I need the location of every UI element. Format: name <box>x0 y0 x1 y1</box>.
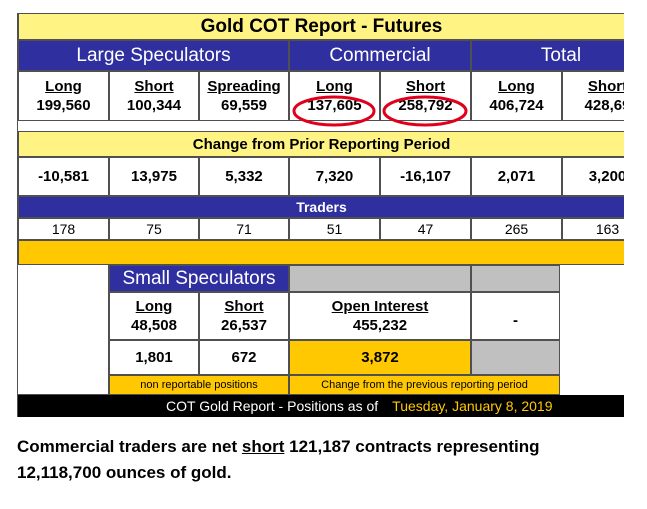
non-reportable-note: non reportable positions <box>109 375 289 395</box>
lower-left-blank <box>18 265 109 395</box>
footer-bar: COT Gold Report - Positions as of Tuesda… <box>18 395 624 417</box>
footer-date: Tuesday, January 8, 2019 <box>392 398 553 414</box>
open-interest-dash: - <box>471 292 560 340</box>
change-cell: 13,975 <box>109 157 199 196</box>
change-cell: -10,581 <box>18 157 109 196</box>
caption: Commercial traders are net short 121,187… <box>17 434 617 486</box>
highlight-circle-commercial-long <box>292 95 376 127</box>
small-speculators-title: Small Speculators <box>109 265 289 292</box>
group-commercial: Commercial <box>289 40 471 71</box>
small-short-change: 672 <box>199 340 289 375</box>
small-long-label: Long <box>135 298 173 315</box>
col-total-short: Short 428,69 <box>562 71 624 121</box>
cot-report-table: Gold COT Report - Futures Large Speculat… <box>17 13 624 417</box>
group-large-speculators: Large Speculators <box>18 40 289 71</box>
traders-cell: 265 <box>471 218 562 240</box>
traders-cell: 71 <box>199 218 289 240</box>
small-long-change: 1,801 <box>109 340 199 375</box>
traders-cell: 178 <box>18 218 109 240</box>
small-speculators-long: Long 48,508 <box>109 292 199 340</box>
change-cell: 3,200 <box>562 157 624 196</box>
caption-after: 121,187 contracts representing 12,118,70… <box>17 437 540 482</box>
col-value: 406,724 <box>489 97 544 114</box>
col-value: 428,69 <box>584 97 624 114</box>
highlight-circles <box>292 95 468 127</box>
col-value: 100,344 <box>126 97 182 114</box>
grey-header-cell <box>289 265 471 292</box>
col-label: Long <box>316 78 353 95</box>
col-total-long: Long 406,724 <box>471 71 562 121</box>
grey-change-cell <box>471 340 560 375</box>
group-total: Total <box>471 40 624 71</box>
traders-cell: 51 <box>289 218 380 240</box>
traders-cell: 75 <box>109 218 199 240</box>
col-label: Long <box>498 78 535 95</box>
small-short-label: Short <box>224 298 264 315</box>
spacer-band <box>18 240 624 265</box>
traders-cell: 47 <box>380 218 471 240</box>
change-period-note: Change from the previous reporting perio… <box>289 375 560 395</box>
col-large-long: Long 199,560 <box>18 71 109 121</box>
open-interest: Open Interest 455,232 <box>289 292 471 340</box>
traders-cell: 163 <box>562 218 624 240</box>
change-band: Change from Prior Reporting Period <box>18 131 624 157</box>
col-large-spreading: Spreading 69,559 <box>199 71 289 121</box>
col-value: 69,559 <box>221 97 267 114</box>
grey-header-cell-right <box>471 265 560 292</box>
caption-emph: short <box>241 437 285 456</box>
caption-before: Commercial traders are net <box>17 437 238 456</box>
small-short-value: 26,537 <box>221 317 267 334</box>
col-label: Spreading <box>207 78 281 95</box>
change-cell: 5,332 <box>199 157 289 196</box>
change-cell: -16,107 <box>380 157 471 196</box>
small-speculators-short: Short 26,537 <box>199 292 289 340</box>
col-commercial-long: Long 137,605 <box>289 71 380 121</box>
change-cell: 7,320 <box>289 157 380 196</box>
col-value: 258,792 <box>398 97 453 114</box>
col-large-short: Short 100,344 <box>109 71 199 121</box>
col-label: Short <box>405 78 446 95</box>
change-cell: 2,071 <box>471 157 562 196</box>
col-label: Long <box>45 78 82 95</box>
col-commercial-short: Short 258,792 <box>380 71 471 121</box>
footer-prefix: COT Gold Report - Positions as of <box>166 398 379 414</box>
highlight-circle-commercial-short <box>382 95 468 127</box>
col-label: Short <box>587 78 624 95</box>
open-interest-label: Open Interest <box>331 298 429 315</box>
open-interest-change: 3,872 <box>289 340 471 375</box>
small-long-value: 48,508 <box>131 317 177 334</box>
col-value: 199,560 <box>36 97 91 114</box>
traders-band: Traders <box>18 196 624 218</box>
open-interest-value: 455,232 <box>352 317 408 334</box>
col-value: 137,605 <box>307 97 362 114</box>
col-label: Short <box>134 78 174 95</box>
report-title: Gold COT Report - Futures <box>18 13 624 40</box>
